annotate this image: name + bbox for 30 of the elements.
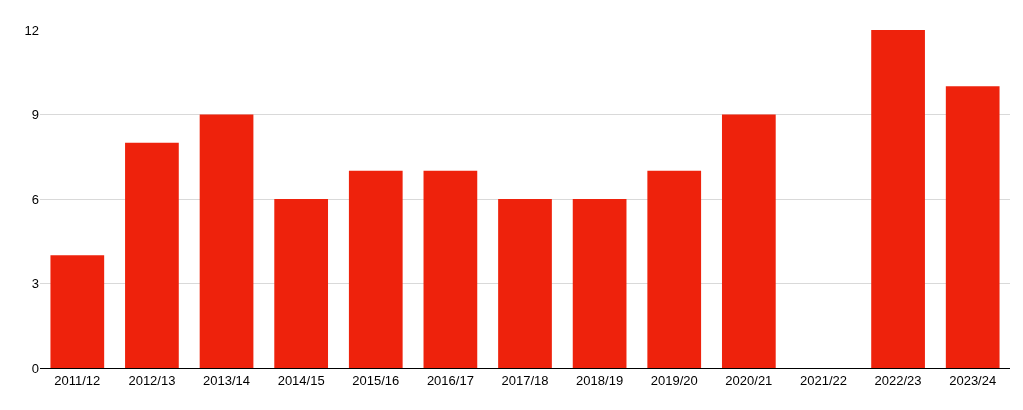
x-tick-label: 2013/14 bbox=[203, 372, 251, 388]
bar bbox=[125, 142, 179, 368]
bar bbox=[572, 199, 627, 368]
x-tick-label: 2012/13 bbox=[128, 372, 176, 388]
bar bbox=[498, 199, 552, 368]
x-tick-label: 2014/15 bbox=[277, 372, 325, 388]
y-tick-label: 3 bbox=[31, 276, 39, 292]
y-tick-label: 12 bbox=[24, 22, 39, 38]
y-tick-label: 6 bbox=[31, 191, 39, 207]
x-tick-label: 2018/19 bbox=[576, 372, 624, 388]
bar bbox=[348, 170, 403, 368]
bar bbox=[945, 86, 1000, 368]
x-tick-label: 2022/23 bbox=[874, 372, 922, 388]
bar bbox=[647, 170, 702, 368]
bar bbox=[423, 170, 478, 368]
x-tick-label: 2016/17 bbox=[426, 372, 474, 388]
bar bbox=[199, 114, 254, 368]
x-tick-label: 2023/24 bbox=[949, 372, 997, 388]
x-tick-label: 2021/22 bbox=[799, 372, 847, 388]
y-tick-label: 9 bbox=[31, 107, 39, 123]
bar bbox=[721, 114, 776, 368]
x-tick-label: 2019/20 bbox=[650, 372, 698, 388]
x-tick-label: 2017/18 bbox=[501, 372, 549, 388]
y-tick-label: 0 bbox=[31, 360, 39, 376]
bar bbox=[274, 199, 329, 368]
x-tick-label: 2015/16 bbox=[352, 372, 400, 388]
x-tick-label: 2020/21 bbox=[725, 372, 773, 388]
bar bbox=[50, 255, 105, 368]
bar bbox=[871, 30, 925, 368]
x-tick-label: 2011/12 bbox=[54, 372, 101, 388]
